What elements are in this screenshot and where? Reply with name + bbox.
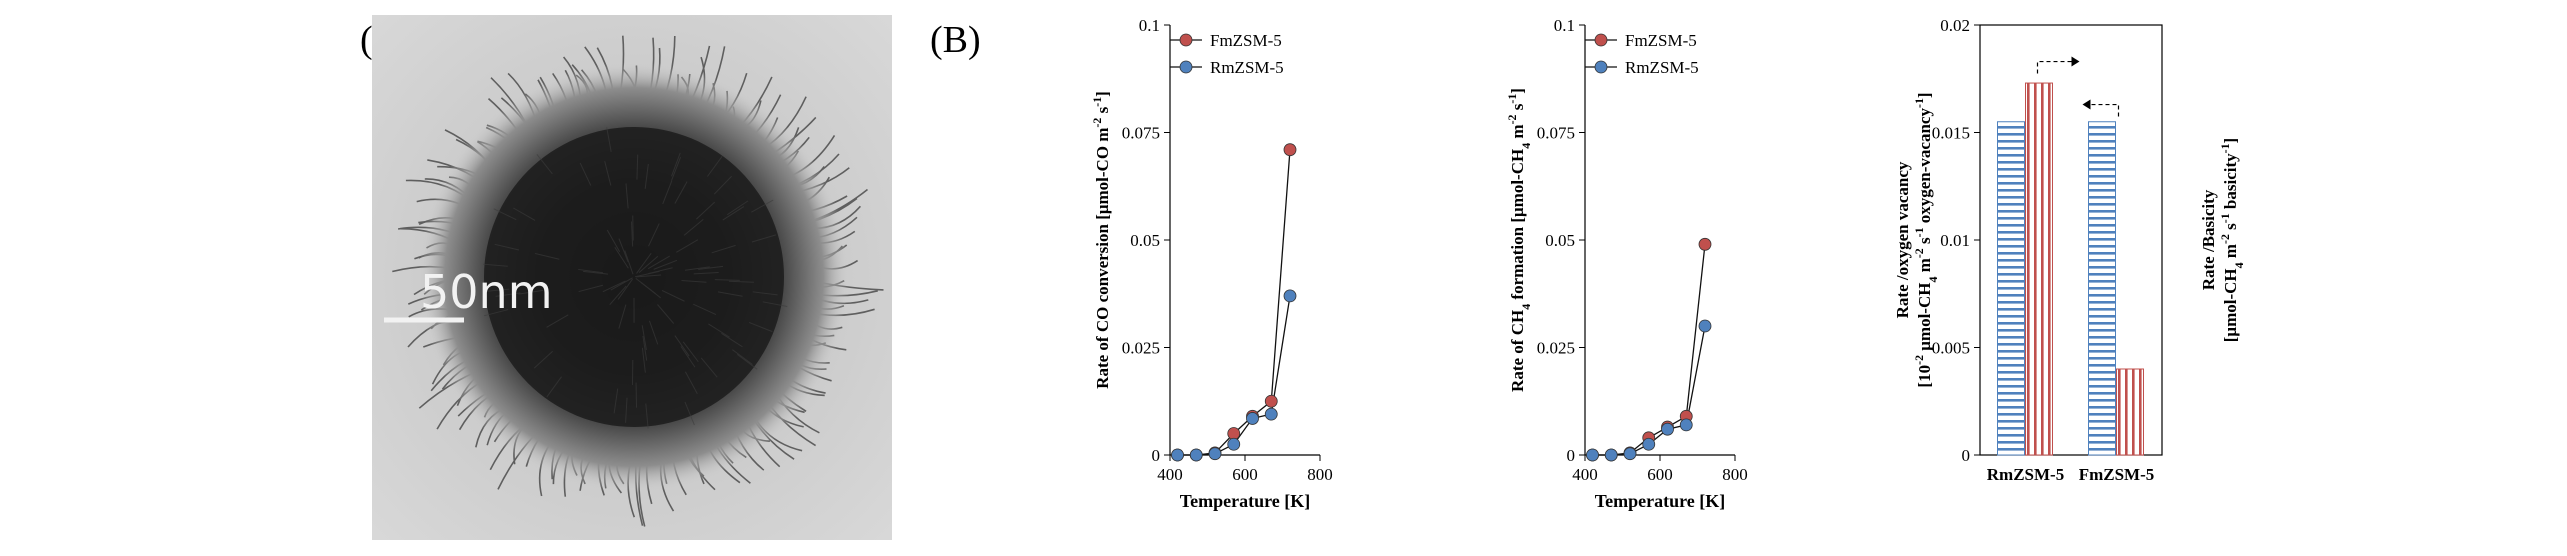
ch4-y-tick-label: 0.05 <box>1545 231 1575 250</box>
scale-bar-label: 50nm <box>420 265 553 319</box>
ch4-legend-marker-rmzsm-5 <box>1595 61 1607 73</box>
bar-y-tick-label: 0 <box>1962 446 1971 465</box>
ch4-point-rmzsm-5 <box>1643 438 1655 450</box>
ch4-legend-marker-fmzsm-5 <box>1595 34 1607 46</box>
ch4-x-tick-label: 600 <box>1647 465 1673 484</box>
co-legend-marker-fmzsm-5 <box>1180 34 1192 46</box>
co-point-fmzsm-5 <box>1265 395 1277 407</box>
bar-y-tick-label: 0.01 <box>1940 231 1970 250</box>
ch4-x-tick-label: 400 <box>1572 465 1598 484</box>
co-point-fmzsm-5 <box>1284 144 1296 156</box>
co-point-rmzsm-5 <box>1209 448 1221 460</box>
tem-micrograph: 50nm <box>372 15 892 540</box>
co-y-tick-label: 0.05 <box>1130 231 1160 250</box>
ch4-legend-label-rmzsm-5: RmZSM-5 <box>1625 58 1699 77</box>
chart-co-conversion: 0 0.025 0.05 0.075 0.1 400 600 800 Temperature [… <box>990 0 1390 551</box>
ch4-point-rmzsm-5 <box>1624 448 1636 460</box>
ch4-y-tick-label: 0.025 <box>1537 339 1575 358</box>
chart-ch4-formation: 0 0.025 0.05 0.075 0.1 400 600 800 Temperature [… <box>1405 0 1805 551</box>
ch4-y-tick-label: 0.075 <box>1537 124 1575 143</box>
ch4-y-tick-label: 0.1 <box>1554 16 1575 35</box>
co-legend-marker-rmzsm-5 <box>1180 61 1192 73</box>
bar-arrow-right-head <box>2072 57 2080 67</box>
co-y-tick-label: 0.025 <box>1122 339 1160 358</box>
bar-category-label: FmZSM-5 <box>2079 465 2155 484</box>
co-x-tick-label: 600 <box>1232 465 1258 484</box>
chart-rate-bar: 0 0.005 0.01 0.015 0.02 RmZSM-5 FmZSM-5 Rate /o… <box>1810 0 2567 551</box>
bar-left-axis-title-line1: Rate /oxygen vacancy <box>1893 161 1912 318</box>
bar-arrow-left-line <box>2091 105 2119 117</box>
co-point-rmzsm-5 <box>1190 449 1202 461</box>
co-point-fmzsm-5 <box>1228 428 1240 440</box>
ch4-y-axis-title: Rate of CH4 formation [μmol-CH4 m-2 s-1] <box>1505 88 1533 392</box>
bar-right-axis-title-line2: [μmol-CH4 m-2 s-1 basicity-1] <box>2218 138 2246 342</box>
co-point-rmzsm-5 <box>1228 438 1240 450</box>
co-x-axis-title: Temperature [K] <box>1180 491 1310 511</box>
ch4-point-rmzsm-5 <box>1699 320 1711 332</box>
bar-rmzsm-5-vacancy <box>1998 122 2025 455</box>
bar-arrow-left-head <box>2083 100 2091 110</box>
ch4-point-rmzsm-5 <box>1680 419 1692 431</box>
co-y-tick-label: 0 <box>1152 446 1161 465</box>
co-point-rmzsm-5 <box>1284 290 1296 302</box>
bar-y-tick-label: 0.015 <box>1932 124 1970 143</box>
bar-category-label: RmZSM-5 <box>1987 465 2064 484</box>
co-y-tick-label: 0.075 <box>1122 124 1160 143</box>
bar-y-tick-label: 0.02 <box>1940 16 1970 35</box>
bar-rmzsm-5-basicity <box>2026 83 2053 455</box>
co-point-rmzsm-5 <box>1247 412 1259 424</box>
bar-right-axis-title-line1: Rate /Basicity <box>2199 189 2218 290</box>
co-y-axis-title: Rate of CO conversion [μmol-CO m-2 s-1] <box>1090 91 1112 389</box>
ch4-point-rmzsm-5 <box>1587 449 1599 461</box>
co-y-tick-label: 0.1 <box>1139 16 1160 35</box>
ch4-point-fmzsm-5 <box>1699 238 1711 250</box>
bar-fmzsm-5-basicity <box>2117 369 2144 455</box>
ch4-x-axis-title: Temperature [K] <box>1595 491 1725 511</box>
co-point-rmzsm-5 <box>1265 408 1277 420</box>
ch4-y-tick-label: 0 <box>1567 446 1576 465</box>
co-legend-label-fmzsm-5: FmZSM-5 <box>1210 31 1282 50</box>
bar-arrow-right-line <box>2038 62 2072 74</box>
co-x-tick-label: 400 <box>1157 465 1183 484</box>
ch4-point-rmzsm-5 <box>1605 449 1617 461</box>
co-legend-label-rmzsm-5: RmZSM-5 <box>1210 58 1284 77</box>
ch4-point-rmzsm-5 <box>1662 423 1674 435</box>
co-x-tick-label: 800 <box>1307 465 1333 484</box>
bar-fmzsm-5-vacancy <box>2089 122 2116 455</box>
bar-y-tick-label: 0.005 <box>1932 339 1970 358</box>
panel-b-label: (B) <box>930 18 981 62</box>
ch4-x-tick-label: 800 <box>1722 465 1748 484</box>
co-point-rmzsm-5 <box>1172 449 1184 461</box>
ch4-legend-label-fmzsm-5: FmZSM-5 <box>1625 31 1697 50</box>
